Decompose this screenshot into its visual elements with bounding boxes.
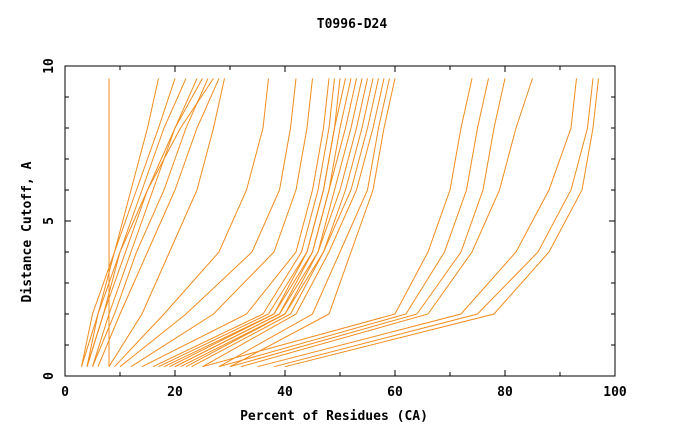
y-tick-label: 0 [42,372,57,380]
x-tick-label: 100 [603,385,627,400]
series-line-31 [257,78,577,368]
x-axis-label: Percent of Residues (CA) [240,409,428,424]
series-line-32 [273,78,594,368]
y-tick-label: 10 [42,58,57,74]
x-tick-label: 0 [61,385,69,400]
series-line-15 [152,78,335,368]
chart-title: T0996-D24 [317,17,388,32]
x-tick-label: 60 [387,385,403,400]
series-line-13 [130,78,313,368]
series-line-11 [114,78,269,368]
series-line-7 [92,78,209,367]
series-line-20 [174,78,363,368]
series-line-6 [86,78,203,367]
series-line-12 [119,78,297,368]
series-line-30 [240,78,533,368]
series-line-8 [97,78,220,367]
series-layer [81,78,599,368]
series-line-16 [158,78,341,368]
series-line-33 [284,78,599,368]
series-line-28 [218,78,489,368]
series-line-26 [229,78,396,368]
series-line-23 [191,78,379,368]
tick-layer: 0 20 40 60 80 100 0 5 10 [42,58,627,400]
series-line-29 [229,78,506,368]
series-line-25 [218,78,390,368]
x-tick-label: 40 [277,385,293,400]
x-tick-label: 20 [167,385,183,400]
series-line-22 [185,78,374,368]
x-tick-label: 80 [497,385,513,400]
series-line-24 [202,78,385,368]
series-line-9 [81,78,214,367]
series-line-2 [86,78,176,367]
y-axis-label: Distance Cutoff, A [20,161,35,302]
y-tick-label: 5 [42,217,57,225]
series-line-5 [92,78,198,367]
series-line-14 [141,78,330,368]
series-line-10 [108,78,225,367]
series-line-27 [202,78,473,368]
series-line-4 [81,78,159,367]
series-line-21 [180,78,368,368]
